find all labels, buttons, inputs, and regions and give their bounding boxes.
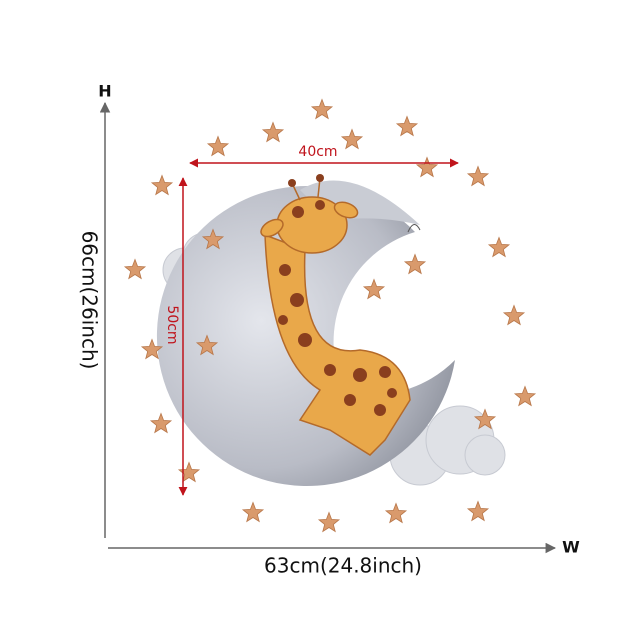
star bbox=[384, 502, 408, 524]
star bbox=[340, 128, 364, 150]
illustration bbox=[123, 98, 537, 533]
star bbox=[362, 278, 386, 300]
star bbox=[415, 156, 439, 178]
star bbox=[261, 121, 285, 143]
star bbox=[206, 135, 230, 157]
star bbox=[317, 511, 341, 533]
star bbox=[241, 501, 265, 523]
star bbox=[473, 408, 497, 430]
star bbox=[123, 258, 147, 280]
star bbox=[201, 228, 225, 250]
star bbox=[150, 174, 174, 196]
inner-height: 50cm bbox=[164, 305, 180, 344]
height-marker: H bbox=[98, 82, 111, 101]
star bbox=[310, 98, 334, 120]
star bbox=[513, 385, 537, 407]
star bbox=[403, 253, 427, 275]
star bbox=[466, 500, 490, 522]
width-total: 63cm(24.8inch) bbox=[264, 554, 422, 578]
star bbox=[140, 338, 164, 360]
height-total: 66cm(26inch) bbox=[78, 231, 102, 370]
dimension-lines bbox=[99, 101, 557, 554]
star bbox=[395, 115, 419, 137]
star bbox=[502, 304, 526, 326]
star bbox=[487, 236, 511, 258]
inner-width: 40cm bbox=[298, 144, 337, 160]
star bbox=[466, 165, 490, 187]
star bbox=[177, 461, 201, 483]
star bbox=[195, 334, 219, 356]
width-marker: W bbox=[562, 538, 580, 557]
star bbox=[149, 412, 173, 434]
